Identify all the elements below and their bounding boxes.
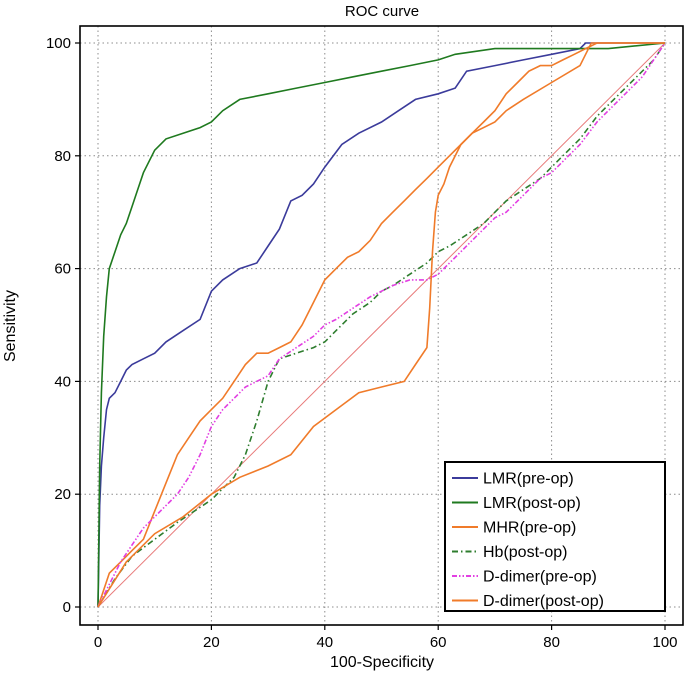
legend-label: LMR(pre-op) <box>483 471 574 488</box>
series-line-mhr-pre-op <box>97 42 665 608</box>
x-tick-label: 60 <box>430 634 447 651</box>
x-tick-label: 100 <box>652 634 677 651</box>
y-tick-label: 20 <box>54 486 71 503</box>
x-tick-label: 80 <box>543 634 560 651</box>
x-axis-ticks: 0 20 40 60 80 100 <box>94 625 678 651</box>
series-line-lmr-pre-op <box>97 42 665 608</box>
legend-items: LMR(pre-op) LMR(post-op) MHR(pre-op) Hb(pos… <box>452 471 604 610</box>
x-tick-label: 20 <box>203 634 220 651</box>
legend-box <box>444 461 666 612</box>
chart-title: ROC curve <box>345 3 419 20</box>
y-tick-label: 60 <box>54 261 71 278</box>
legend-label: D-dimer(pre-op) <box>483 569 597 586</box>
y-tick-label: 100 <box>46 35 71 52</box>
legend: LMR(pre-op) LMR(post-op) MHR(pre-op) Hb(pos… <box>444 461 666 612</box>
y-axis-ticks: 0 20 40 60 80 100 <box>46 35 80 616</box>
legend-label: LMR(post-op) <box>483 495 581 512</box>
y-tick-label: 0 <box>63 599 71 616</box>
series-line-d-dimer-pre-op <box>97 42 666 608</box>
x-tick-label: 0 <box>94 634 102 651</box>
x-tick-label: 40 <box>316 634 333 651</box>
grid-lines <box>80 26 683 625</box>
series-lines <box>97 42 666 608</box>
legend-label: MHR(pre-op) <box>483 520 576 537</box>
y-tick-label: 40 <box>54 373 71 390</box>
legend-label: D-dimer(post-op) <box>483 593 604 610</box>
series-line-lmr-post-op <box>97 42 666 608</box>
plot-frame <box>79 25 684 626</box>
y-tick-label: 80 <box>54 148 71 165</box>
series-line-d-dimer-post-op <box>97 42 665 608</box>
y-axis-title: Sensitivity <box>2 290 19 362</box>
legend-label: Hb(post-op) <box>483 544 567 561</box>
x-axis-title: 100-Specificity <box>330 654 434 671</box>
series-line-hb-post-op <box>97 42 666 608</box>
